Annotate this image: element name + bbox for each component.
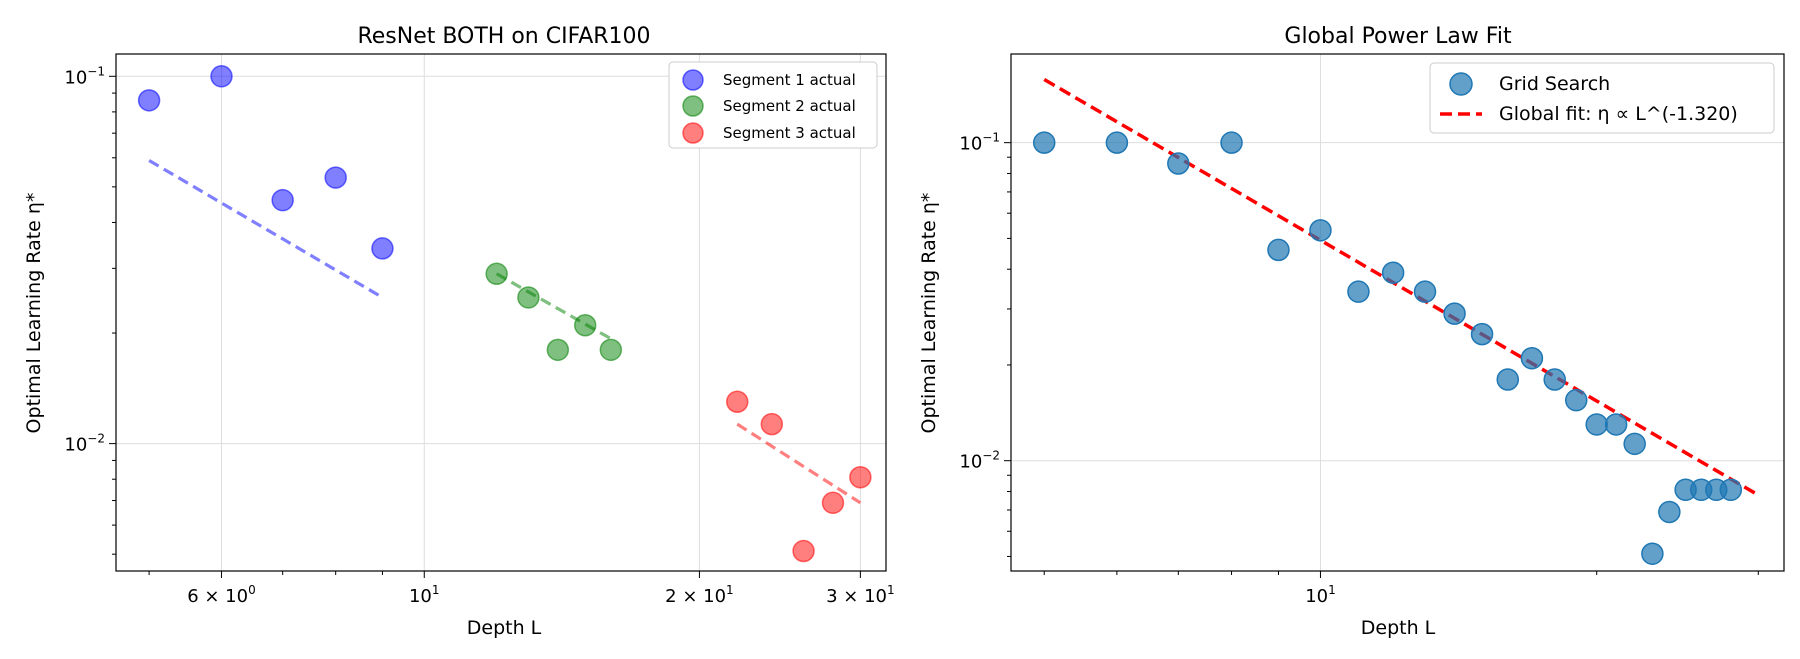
grid-search-point <box>1105 131 1129 154</box>
global-fit-line <box>1043 77 1760 497</box>
right-axes-frame <box>1010 53 1785 572</box>
legend-label-segment-1: Segment 1 actual <box>723 71 856 89</box>
right-points <box>1032 131 1743 565</box>
segment-2-point <box>517 286 540 309</box>
right-fit-line <box>1043 77 1760 497</box>
left-fit-lines <box>148 159 862 505</box>
segment-1-point <box>371 237 394 260</box>
legend-label-segment-3: Segment 3 actual <box>723 124 856 142</box>
grid-search-point <box>1604 413 1628 436</box>
right-chart-title: Global Power Law Fit <box>1284 24 1512 49</box>
grid-search-point <box>1719 478 1743 502</box>
segment-3-fit-line <box>736 422 862 505</box>
right-y-axis-label: Optimal Learning Rate η* <box>918 193 940 434</box>
segment-1-fit-line <box>148 159 384 299</box>
legend-label-segment-2: Segment 2 actual <box>723 97 856 115</box>
grid-search-point <box>1347 280 1370 303</box>
segment-2-point <box>573 314 597 337</box>
grid-search-point <box>1032 131 1056 154</box>
grid-search-point <box>1381 261 1405 284</box>
left-points <box>137 65 872 563</box>
legend-marker-segment-3 <box>682 122 704 144</box>
x-tick-label: 101 <box>1305 583 1336 607</box>
x-tick-label: 3 × 101 <box>826 583 895 607</box>
grid-search-point <box>1496 368 1520 391</box>
legend-label-grid-search: Grid Search <box>1499 73 1610 95</box>
segment-1-point <box>137 89 161 112</box>
y-tick-label: 10−2 <box>64 432 105 456</box>
grid-search-point <box>1641 542 1664 565</box>
grid-search-point <box>1520 346 1544 370</box>
segment-2-point <box>546 338 570 362</box>
left-chart-panel: ResNet BOTH on CIFAR100 Depth L Optimal … <box>23 24 895 639</box>
left-legend: Segment 1 actual Segment 2 actual Segmen… <box>668 61 878 149</box>
grid-search-point <box>1220 131 1243 154</box>
right-legend: Grid Search Global fit: η ∝ L^(-1.320) <box>1429 62 1775 134</box>
y-tick-label: 10−1 <box>959 131 1000 155</box>
right-legend-box <box>1429 62 1775 134</box>
left-y-axis-label: Optimal Learning Rate η* <box>23 193 45 434</box>
segment-3-point <box>792 539 815 563</box>
grid-search-point <box>1167 152 1190 175</box>
grid-search-point <box>1267 238 1290 262</box>
segment-1-point <box>271 188 294 212</box>
grid-search-point <box>1623 432 1646 456</box>
grid-search-point <box>1309 219 1332 242</box>
x-tick-label: 101 <box>409 583 440 607</box>
left-chart-title: ResNet BOTH on CIFAR100 <box>357 24 650 49</box>
x-tick-label: 2 × 101 <box>665 583 734 607</box>
grid-search-point <box>1413 280 1437 303</box>
grid-search-point <box>1470 322 1494 346</box>
segment-3-point <box>849 465 872 489</box>
grid-search-point <box>1543 368 1566 391</box>
legend-marker-segment-1 <box>682 69 704 91</box>
y-tick-label: 10−1 <box>64 64 105 88</box>
grid-search-point <box>1565 388 1588 412</box>
segment-3-point <box>726 390 749 414</box>
right-chart-panel: Global Power Law Fit Depth L Optimal Lea… <box>918 24 1785 639</box>
segment-2-point <box>599 338 623 362</box>
legend-marker-segment-2 <box>682 95 704 117</box>
grid-search-point <box>1658 500 1681 524</box>
segment-1-point <box>210 65 233 88</box>
grid-search-point <box>1443 302 1466 325</box>
segment-1-point <box>324 166 347 189</box>
y-tick-label: 10−2 <box>959 449 1000 473</box>
right-grid <box>1011 54 1784 571</box>
left-ticks: 6 × 100 101 2 × 101 3 × 101 10−1 10−2 <box>64 64 894 607</box>
segment-3-point <box>821 491 845 515</box>
right-x-axis-label: Depth L <box>1361 617 1436 639</box>
right-ticks: 101 10−1 10−2 <box>959 131 1759 607</box>
left-legend-box <box>668 61 878 149</box>
grid-search-point <box>1585 413 1608 436</box>
left-x-axis-label: Depth L <box>467 617 542 639</box>
legend-label-global-fit: Global fit: η ∝ L^(-1.320) <box>1499 103 1738 125</box>
segment-3-point <box>760 412 784 436</box>
legend-marker-grid-search <box>1449 72 1473 96</box>
segment-2-point <box>485 262 508 286</box>
x-tick-label: 6 × 100 <box>187 583 256 607</box>
left-axes-frame <box>115 53 887 572</box>
